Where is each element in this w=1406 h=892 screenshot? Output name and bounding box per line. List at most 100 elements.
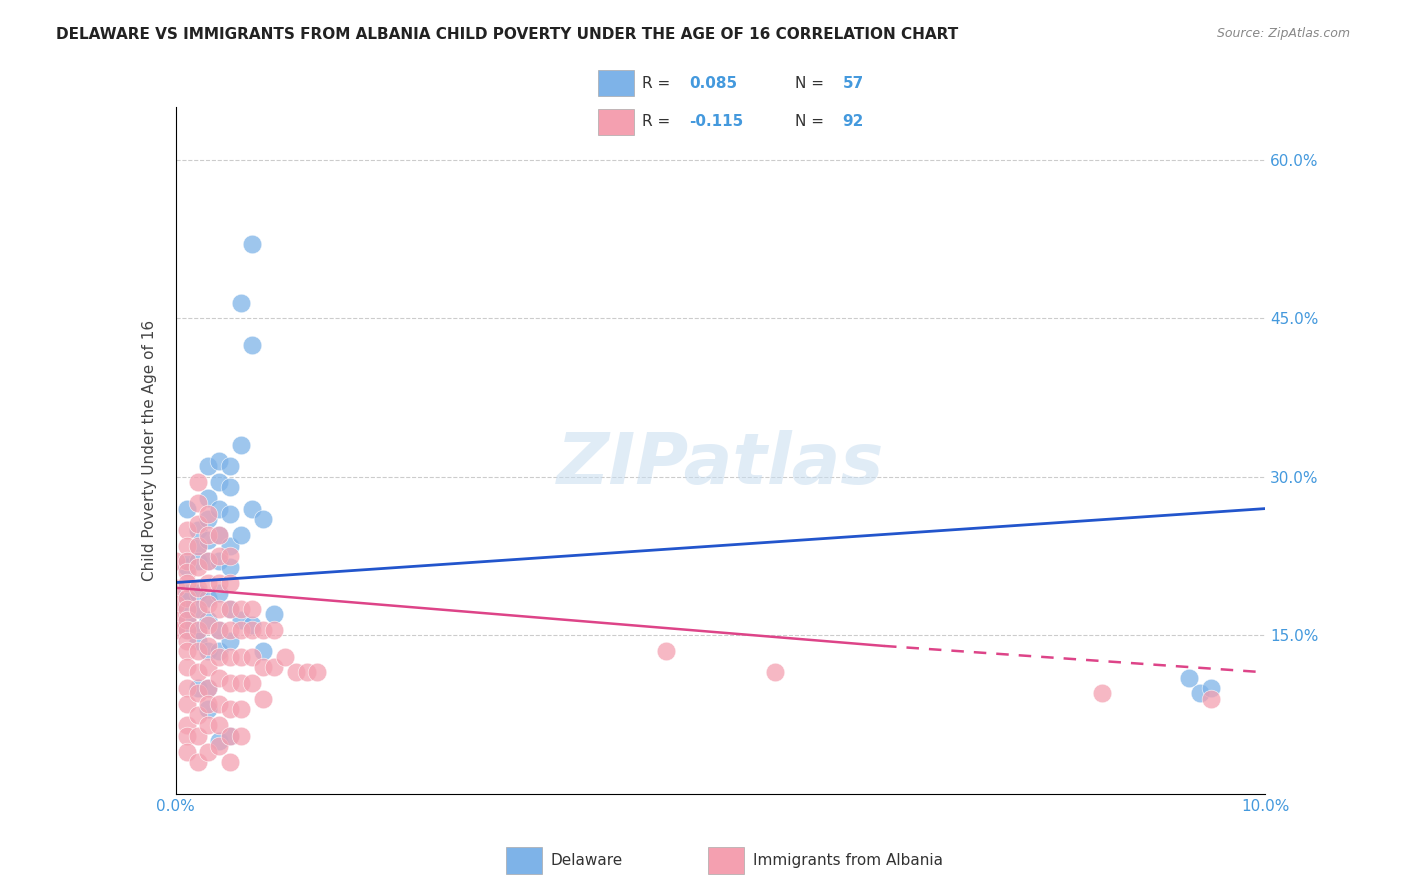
Point (231, 676, 253, 690)
Point (284, 665, 307, 680)
Point (197, 702, 219, 716)
Point (240, 602, 263, 616)
Point (219, 549, 242, 563)
Point (219, 507, 242, 521)
Point (231, 528, 253, 542)
Bar (709, 847, 744, 874)
Point (655, 644, 678, 658)
Point (231, 613, 253, 627)
Point (197, 644, 219, 658)
Point (208, 475, 231, 490)
Point (186, 539, 209, 553)
Point (197, 575, 219, 590)
Point (219, 623, 242, 637)
Point (1189, 686, 1212, 700)
Point (763, 665, 786, 680)
Point (186, 623, 209, 637)
Point (197, 554, 219, 568)
Point (219, 559, 242, 574)
Point (240, 676, 263, 690)
Point (176, 559, 198, 574)
Point (208, 528, 231, 542)
Text: Source: ZipAtlas.com: Source: ZipAtlas.com (1216, 27, 1350, 40)
Point (197, 491, 219, 505)
Point (186, 523, 209, 537)
Point (1199, 681, 1222, 696)
Point (240, 338, 263, 352)
Point (186, 602, 209, 616)
Point (240, 623, 263, 637)
Point (307, 665, 329, 680)
Point (1091, 686, 1114, 700)
Point (208, 528, 231, 542)
Point (208, 549, 231, 563)
Point (197, 617, 219, 632)
Point (219, 729, 242, 743)
Point (208, 697, 231, 711)
Point (176, 718, 198, 732)
Point (208, 644, 231, 658)
Point (197, 660, 219, 674)
Point (176, 586, 198, 600)
Point (197, 459, 219, 474)
Point (252, 512, 274, 526)
Point (176, 697, 198, 711)
Y-axis label: Child Poverty Under the Age of 16: Child Poverty Under the Age of 16 (142, 320, 157, 581)
Point (219, 575, 242, 590)
Point (231, 702, 253, 716)
Point (219, 729, 242, 743)
Point (1199, 691, 1222, 706)
Text: Immigrants from Albania: Immigrants from Albania (754, 854, 943, 868)
Point (186, 559, 209, 574)
Text: -0.115: -0.115 (689, 114, 744, 129)
Point (219, 755, 242, 769)
Point (208, 734, 231, 748)
Point (176, 591, 198, 606)
Point (176, 681, 198, 696)
Point (186, 496, 209, 510)
Point (231, 602, 253, 616)
Point (219, 459, 242, 474)
Bar (506, 847, 541, 874)
Point (219, 649, 242, 664)
Point (231, 295, 253, 310)
Point (231, 729, 253, 743)
Point (186, 539, 209, 553)
Point (197, 597, 219, 611)
Point (208, 602, 231, 616)
Point (165, 613, 187, 627)
Point (252, 644, 274, 658)
Point (208, 739, 231, 754)
Point (176, 523, 198, 537)
Point (208, 623, 231, 637)
Point (208, 586, 231, 600)
Point (231, 438, 253, 452)
Point (263, 660, 285, 674)
Point (252, 691, 274, 706)
Point (208, 671, 231, 685)
Point (219, 480, 242, 494)
Point (208, 501, 231, 516)
Point (197, 639, 219, 653)
Point (176, 644, 198, 658)
Point (176, 539, 198, 553)
Point (186, 644, 209, 658)
Point (219, 702, 242, 716)
Point (231, 623, 253, 637)
Point (208, 575, 231, 590)
Text: N =: N = (796, 76, 830, 91)
Point (263, 607, 285, 622)
Point (186, 581, 209, 595)
Point (1178, 671, 1201, 685)
Point (176, 554, 198, 568)
Point (252, 623, 274, 637)
Point (219, 602, 242, 616)
Point (186, 681, 209, 696)
Point (186, 707, 209, 722)
Point (176, 602, 198, 616)
Point (197, 533, 219, 548)
Point (176, 623, 198, 637)
Point (176, 591, 198, 606)
Point (240, 617, 263, 632)
Point (176, 613, 198, 627)
